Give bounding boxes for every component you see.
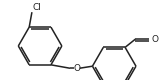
Text: Cl: Cl [33, 2, 41, 12]
Text: O: O [73, 64, 80, 73]
Text: O: O [152, 35, 159, 44]
